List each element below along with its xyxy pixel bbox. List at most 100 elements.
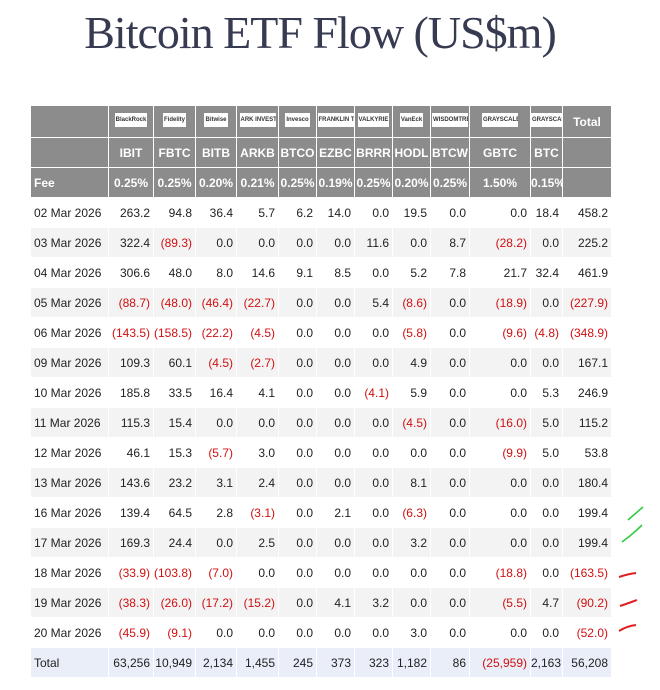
flow-value: 0.0 xyxy=(316,347,355,378)
issuer-logo: VALKYRIE xyxy=(357,113,390,127)
flow-value: 0.0 xyxy=(316,467,355,498)
flow-value: 0.0 xyxy=(430,557,470,588)
flow-value: 199.4 xyxy=(562,527,612,558)
flow-value: 5.0 xyxy=(530,437,563,468)
flow-value: 0.0 xyxy=(469,347,531,378)
flow-value: 36.4 xyxy=(195,197,237,228)
page-title: Bitcoin ETF Flow (US$m) xyxy=(84,7,557,58)
flow-value: 0.0 xyxy=(530,287,563,318)
flow-value: 109.3 xyxy=(108,347,154,378)
flow-value: 48.0 xyxy=(153,257,196,288)
flow-value: 3.2 xyxy=(392,527,431,558)
issuer-logo: Fidelity xyxy=(162,113,186,127)
flow-value: 0.0 xyxy=(530,467,563,498)
header-cell: FRANKLIN TEMPLETON xyxy=(316,105,355,138)
flow-value: 0.0 xyxy=(392,557,431,588)
flow-value: 0.0 xyxy=(530,617,563,648)
flow-value: 0.0 xyxy=(469,497,531,528)
header-cell xyxy=(562,167,612,198)
flow-value: 0.0 xyxy=(392,227,431,258)
total-row: Total 63,256 10,949 2,134 1,455 245 373 323 1,18… xyxy=(30,647,612,678)
flow-value: 9.1 xyxy=(278,257,317,288)
flow-value: 0.0 xyxy=(530,497,563,528)
flow-value: 0.0 xyxy=(316,437,355,468)
total-value: 10,949 xyxy=(153,647,196,678)
flow-value: 0.0 xyxy=(469,197,531,228)
flow-value: 0.0 xyxy=(469,617,531,648)
flow-value: (22.2) xyxy=(195,317,237,348)
flow-value: 0.0 xyxy=(278,497,317,528)
flow-value: 0.0 xyxy=(354,347,393,378)
flow-value: 115.2 xyxy=(562,407,612,438)
flow-value: 21.7 xyxy=(469,257,531,288)
header-cell: ARK INVEST xyxy=(236,105,279,138)
ticker: BTCO xyxy=(278,137,317,168)
flow-value: 2.1 xyxy=(316,497,355,528)
flow-value: 0.0 xyxy=(316,377,355,408)
ticker: BTC xyxy=(530,137,563,168)
flow-value: (9.9) xyxy=(469,437,531,468)
ticker: ARKB xyxy=(236,137,279,168)
flow-value: 14.6 xyxy=(236,257,279,288)
flow-value: 0.0 xyxy=(278,377,317,408)
flow-value: 0.0 xyxy=(195,407,237,438)
header-cell: Total xyxy=(562,105,612,138)
flow-value: 246.9 xyxy=(562,377,612,408)
header-cell: VALKYRIE xyxy=(354,105,393,138)
flow-value: 8.0 xyxy=(195,257,237,288)
flow-value: 4.9 xyxy=(392,347,431,378)
header-cell xyxy=(30,105,109,138)
flow-value: (15.2) xyxy=(236,587,279,618)
flow-value: 0.0 xyxy=(316,227,355,258)
flow-value: 8.1 xyxy=(392,467,431,498)
flow-value: 16.4 xyxy=(195,377,237,408)
total-value: 245 xyxy=(278,647,317,678)
flow-value: (8.6) xyxy=(392,287,431,318)
date: 18 Mar 2026 xyxy=(30,557,109,588)
total-value: 2,163 xyxy=(530,647,563,678)
fee-value: 0.25% xyxy=(108,167,154,198)
flow-value: (28.2) xyxy=(469,227,531,258)
flow-value: 0.0 xyxy=(530,347,563,378)
flow-value: 458.2 xyxy=(562,197,612,228)
date: 04 Mar 2026 xyxy=(30,257,109,288)
flow-value: 0.0 xyxy=(316,287,355,318)
flow-value: 4.7 xyxy=(530,587,563,618)
date: 13 Mar 2026 xyxy=(30,467,109,498)
flow-value: 0.0 xyxy=(354,557,393,588)
flow-value: 0.0 xyxy=(430,467,470,498)
header-cell: BlackRock xyxy=(108,105,154,138)
issuer-logo: BlackRock xyxy=(114,113,148,127)
flow-value: 0.0 xyxy=(392,587,431,618)
flow-value: 0.0 xyxy=(430,347,470,378)
flow-value: 60.1 xyxy=(153,347,196,378)
flow-value: 0.0 xyxy=(430,617,470,648)
flow-value: 4.1 xyxy=(236,377,279,408)
flow-value: 0.0 xyxy=(354,437,393,468)
data-row: 17 Mar 2026 169.3 24.4 0.0 2.5 0.0 0.0 0.0 3.2 0.… xyxy=(30,527,612,558)
flow-value: 2.8 xyxy=(195,497,237,528)
issuer-logo: GRAYSCALE xyxy=(531,113,562,127)
flow-value: 185.8 xyxy=(108,377,154,408)
flow-value: (48.0) xyxy=(153,287,196,318)
issuer-logo: GRAYSCALE xyxy=(482,113,518,127)
flow-value: 180.4 xyxy=(562,467,612,498)
data-row: 18 Mar 2026 (33.9) (103.8) (7.0) 0.0 0.0 0.0 0.… xyxy=(30,557,612,588)
data-row: 11 Mar 2026 115.3 15.4 0.0 0.0 0.0 0.0 0.0 (4.5)… xyxy=(30,407,612,438)
ticker: FBTC xyxy=(153,137,196,168)
flow-value: 0.0 xyxy=(430,317,470,348)
flow-value: 0.0 xyxy=(278,227,317,258)
flow-value: (7.0) xyxy=(195,557,237,588)
issuer-logo: Bitwise xyxy=(204,113,228,127)
flow-value: 15.3 xyxy=(153,437,196,468)
flow-value: 0.0 xyxy=(316,527,355,558)
flow-value: 0.0 xyxy=(354,617,393,648)
data-row: 10 Mar 2026 185.8 33.5 16.4 4.1 0.0 0.0 (4.1) 5.… xyxy=(30,377,612,408)
flow-value: (45.9) xyxy=(108,617,154,648)
date: 10 Mar 2026 xyxy=(30,377,109,408)
data-row: 03 Mar 2026 322.4 (89.3) 0.0 0.0 0.0 0.0 11.6 0.… xyxy=(30,227,612,258)
ticker: EZBC xyxy=(316,137,355,168)
flow-value: 3.0 xyxy=(392,617,431,648)
flow-value: (90.2) xyxy=(562,587,612,618)
date: 11 Mar 2026 xyxy=(30,407,109,438)
